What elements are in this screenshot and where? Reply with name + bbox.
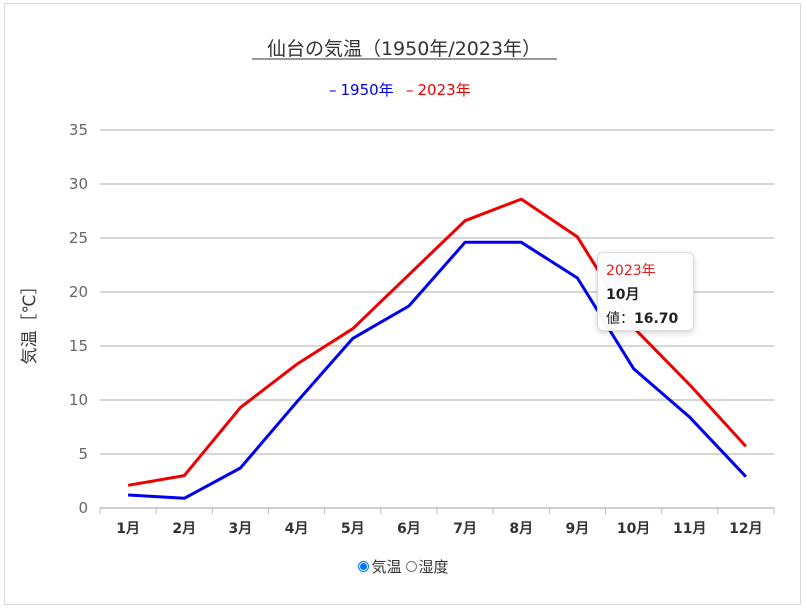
tooltip-series: 2023年: [606, 263, 656, 279]
x-tick-label: 10月: [617, 521, 650, 537]
y-tick-label: 35: [69, 121, 88, 139]
y-tick-label: 5: [78, 445, 88, 463]
y-tick-label: 30: [69, 175, 88, 193]
legend-marker: –: [329, 81, 337, 99]
series-line-1950年[interactable]: [128, 240, 747, 500]
x-tick-label: 8月: [509, 521, 533, 537]
tooltip-value: 16.70: [634, 311, 679, 327]
legend: –1950年 –2023年: [329, 81, 471, 99]
tooltip: 2023年 10月 値：16.70: [597, 252, 694, 331]
radio-temperature-dot[interactable]: [358, 561, 370, 572]
legend-marker: –: [406, 81, 414, 99]
x-tick-label: 7月: [453, 521, 477, 537]
y-tick-label: 25: [69, 229, 88, 247]
metric-selector: 気温 湿度: [0, 556, 807, 577]
tooltip-value-line: 値：16.70: [606, 307, 685, 331]
series-line-2023年[interactable]: [127, 197, 748, 487]
x-tick-label: 4月: [285, 521, 309, 537]
legend-label: 1950年: [341, 81, 394, 99]
y-tick-label: 10: [69, 391, 88, 409]
chart-title: 仙台の気温（1950年/2023年）: [267, 38, 541, 60]
radio-temperature[interactable]: 気温: [358, 556, 402, 577]
x-tick-label: 5月: [341, 521, 365, 537]
x-tick-label: 6月: [397, 521, 421, 537]
x-tick-label: 3月: [229, 521, 253, 537]
x-tick-label: 12月: [729, 521, 762, 537]
radio-humidity-dot[interactable]: [405, 561, 417, 572]
legend-item-1950[interactable]: –1950年: [329, 81, 394, 99]
x-tick-label: 11月: [673, 521, 706, 537]
y-axis-label: 気温［℃］: [20, 277, 40, 364]
tooltip-value-prefix: 値：: [606, 311, 634, 327]
x-tick-label: 2月: [172, 521, 196, 537]
x-tick-label: 1月: [116, 521, 140, 537]
legend-item-2023[interactable]: –2023年: [406, 81, 471, 99]
radio-humidity-label[interactable]: 湿度: [418, 558, 449, 576]
y-tick-label: 20: [69, 283, 88, 301]
y-tick-label: 15: [69, 337, 88, 355]
radio-humidity[interactable]: 湿度: [405, 556, 449, 577]
x-axis-ticks: 1月 2月 3月 4月 5月 6月 7月 8月 9月 10月 11月 12月: [99, 508, 775, 537]
y-axis-ticks: 0 5 10 15 20 25 30 35: [69, 121, 88, 517]
x-tick-label: 9月: [566, 521, 590, 537]
legend-label: 2023年: [418, 81, 471, 99]
tooltip-month: 10月: [606, 287, 640, 303]
y-tick-label: 0: [78, 499, 88, 517]
radio-temperature-label[interactable]: 気温: [371, 558, 402, 576]
series-lines: [127, 197, 748, 500]
